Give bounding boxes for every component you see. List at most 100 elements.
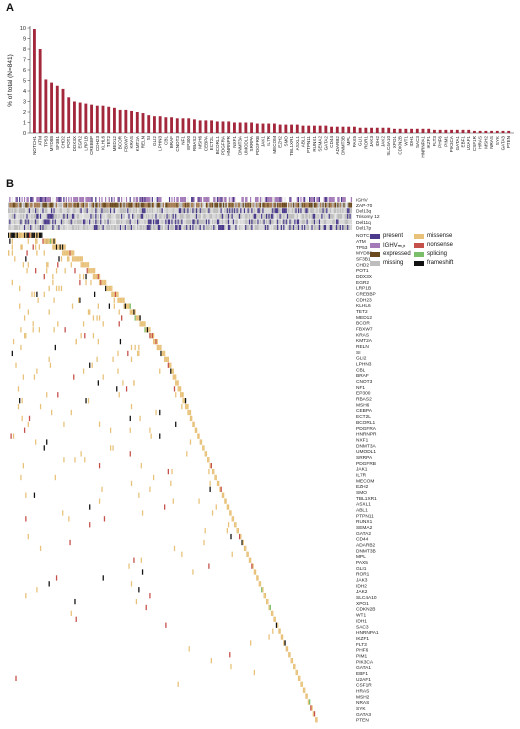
annotation-cell (340, 197, 343, 202)
annotation-cell (15, 213, 17, 219)
annotation-cell (195, 219, 198, 225)
annotation-cell (32, 219, 34, 225)
annotation-cell (43, 225, 45, 230)
annotation-cell (311, 225, 313, 230)
annotation-cell (238, 202, 241, 208)
annotation-cell (215, 197, 217, 202)
row-label: ATM (356, 239, 366, 245)
annotation-cell (320, 213, 322, 219)
mutation-cell (127, 350, 129, 357)
mutation-cell (86, 268, 88, 274)
annotation-cell (195, 213, 198, 219)
annotation-cell (232, 208, 235, 214)
annotation-cell (323, 225, 326, 230)
mutation-cell (250, 640, 252, 646)
annotation-cell (139, 213, 141, 219)
annotation-cell (44, 219, 47, 225)
annotation-cell (22, 208, 25, 214)
annotation-cell (231, 225, 233, 230)
annotation-cell (46, 208, 48, 214)
annotation-cell (133, 202, 135, 208)
annotation-cell (313, 208, 316, 214)
annotation-cell (127, 213, 129, 219)
annotation-cell (289, 202, 291, 208)
annotation-cell (90, 225, 92, 230)
annotation-cell (177, 219, 179, 225)
annotation-cell (80, 225, 82, 230)
row-label: NRAS (356, 700, 369, 706)
annotation-cell (49, 202, 52, 208)
annotation-cell (73, 208, 75, 214)
annotation-cell (306, 219, 308, 225)
x-tick-label: EZH2 (278, 136, 283, 148)
annotation-cell (19, 213, 21, 219)
mutation-cell (302, 687, 305, 693)
annotation-cell (203, 225, 205, 230)
annotation-cell (328, 208, 330, 214)
annotation-cell (141, 219, 144, 225)
annotation-cell (209, 213, 211, 219)
annotation-cell (76, 219, 79, 225)
mutation-cell (48, 356, 50, 362)
annotation-cell (262, 208, 264, 214)
annotation-cell (241, 213, 243, 219)
annotation-cell (91, 225, 93, 230)
annotation-cell (113, 219, 115, 225)
annotation-cell (300, 213, 302, 219)
annotation-cell (347, 197, 349, 202)
annotation-cell (283, 219, 285, 225)
mutation-cell (144, 327, 146, 333)
annotation-cell (97, 197, 99, 202)
annotation-cell (242, 202, 244, 208)
annotation-cell (103, 202, 106, 208)
annotation-cell (326, 213, 328, 219)
row-label: EGR2 (356, 280, 369, 286)
mutation-cell (151, 333, 154, 339)
bar-kmt2a (135, 112, 139, 133)
annotation-cell (130, 208, 133, 214)
annotation-cell (210, 208, 212, 214)
mutation-cell (130, 309, 133, 315)
mutation-cell (11, 250, 13, 256)
mutation-cell (118, 321, 120, 327)
mutation-cell (85, 279, 87, 286)
annotation-cell (348, 197, 350, 202)
annotation-cell (135, 213, 138, 219)
mutation-cell (130, 344, 133, 351)
mutation-cell (311, 705, 313, 711)
annotation-cell (275, 208, 278, 214)
annotation-cell (129, 213, 131, 219)
mutation-cell (48, 581, 50, 587)
annotation-cell (105, 202, 107, 208)
annotation-cell (95, 202, 97, 208)
annotation-cell (281, 213, 284, 219)
annotation-cell (46, 219, 48, 225)
mutation-cell (70, 250, 72, 256)
mutation-cell (269, 604, 271, 611)
annotation-cell (87, 225, 90, 230)
annotation-cell (74, 219, 76, 225)
annotation-cell (139, 219, 141, 225)
annotation-cell (193, 202, 195, 208)
annotation-cell (21, 208, 23, 214)
annotation-cell (135, 197, 138, 202)
annotation-cell (267, 202, 269, 208)
annotation-cell (23, 197, 26, 202)
annotation-cell (252, 213, 254, 219)
annotation-cell (11, 219, 13, 225)
annotation-cell (139, 225, 141, 230)
annotation-cell (347, 202, 349, 208)
mutation-cell (167, 468, 169, 475)
annotation-cell (119, 219, 122, 225)
annotation-cell (211, 197, 214, 202)
annotation-cell (191, 225, 193, 230)
mutation-cell (102, 321, 104, 327)
row-label: ASXL1 (356, 502, 371, 508)
annotation-cell (205, 208, 208, 214)
annotation-cell (343, 202, 345, 208)
annotation-cell (183, 197, 185, 202)
mutation-cell (121, 315, 123, 321)
annotation-cell (316, 219, 318, 225)
annotation-cell (148, 225, 150, 230)
annotation-cell (32, 213, 34, 219)
